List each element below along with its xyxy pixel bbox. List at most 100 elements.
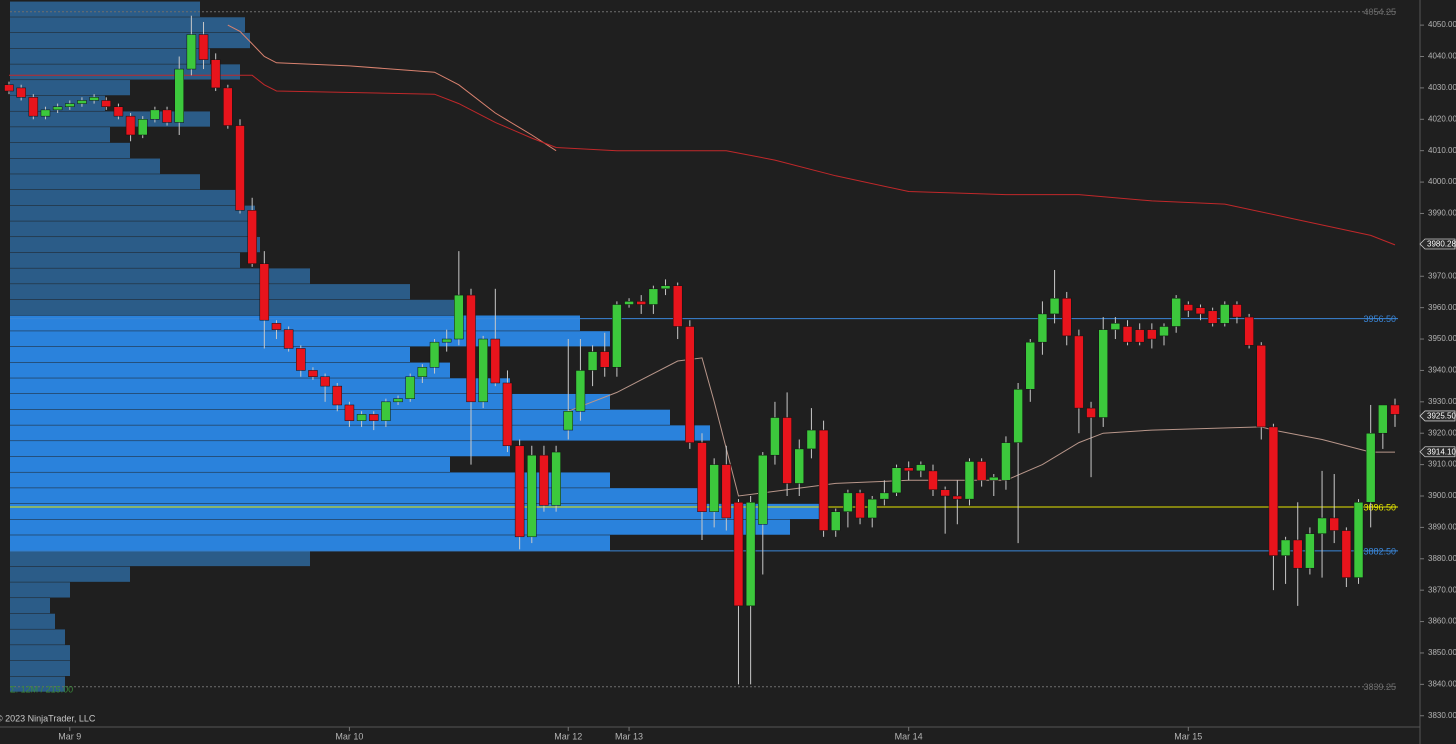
candle-body (1365, 432, 1376, 503)
profile-bar (10, 174, 200, 190)
candle-body (381, 401, 391, 421)
profile-bar (10, 550, 310, 567)
profile-bar (10, 629, 65, 645)
candle-body (417, 367, 428, 377)
profile-bar (10, 299, 460, 315)
profile-bar (10, 472, 610, 488)
price-tag (1419, 446, 1456, 458)
candle-body (867, 498, 877, 519)
candle-body (1061, 297, 1072, 337)
profile-bar (10, 441, 510, 457)
candle-body (770, 417, 780, 456)
candle-body (599, 351, 610, 368)
candle-body (344, 404, 355, 421)
profile-bar (10, 221, 250, 237)
price-tag-label: 3925.50 (1427, 412, 1456, 421)
axes: 3830.00 3840.00 3850.00 3860.00 3870.00 3880.… (58, 20, 1456, 741)
candle-body (624, 301, 634, 305)
indicator-line (227, 24, 557, 152)
level-label: 3882.50 (1363, 546, 1396, 556)
profile-bar (10, 378, 510, 394)
candle-body (587, 351, 598, 371)
candle-body (1220, 304, 1230, 324)
profile-bar (10, 598, 50, 614)
candle-body (1195, 307, 1206, 315)
profile-bar (10, 252, 240, 268)
candle-body (1232, 304, 1242, 318)
candle-body (210, 59, 221, 89)
x-tick-label: Mar 10 (335, 731, 363, 741)
candle-body (4, 84, 14, 92)
candle-body (1074, 335, 1084, 409)
profile-bar (10, 205, 255, 221)
profile-bar (10, 158, 160, 174)
candle-body (1207, 310, 1218, 324)
y-tick-label: 3940.00 (1428, 366, 1456, 375)
candle-body (1256, 345, 1267, 428)
level-label: 3956.50 (1363, 314, 1396, 324)
y-tick-label: 4000.00 (1428, 177, 1456, 186)
y-tick-label: 3910.00 (1428, 460, 1456, 469)
candle-body (685, 326, 695, 443)
candle-body (903, 467, 914, 472)
candle-body (1341, 530, 1352, 578)
profile-bar (10, 503, 820, 520)
profile-bar (10, 111, 210, 127)
candle-body (1134, 329, 1145, 343)
candle-body (721, 464, 732, 519)
y-tick-label: 3950.00 (1428, 334, 1456, 343)
x-tick-label: Mar 15 (1174, 731, 1202, 741)
profile-summary: Σ: 12M / 215.00 (10, 684, 73, 694)
candle-body (77, 100, 87, 104)
price-tag-label: 3980.28 (1427, 240, 1456, 249)
y-tick-label: 4010.00 (1428, 146, 1456, 155)
y-tick-label: 3860.00 (1428, 617, 1456, 626)
candle-body (1147, 329, 1157, 340)
candle-body (198, 34, 209, 60)
candle-body (283, 329, 294, 349)
volume-profile (10, 1, 820, 692)
candle-body (636, 301, 646, 305)
candle-body (539, 454, 549, 506)
candle-body (28, 97, 39, 117)
profile-bar (10, 645, 70, 661)
candle-body (563, 410, 574, 431)
candle-body (660, 285, 671, 290)
profile-bar (10, 127, 110, 143)
candle-body (612, 304, 622, 368)
profile-bar (10, 315, 580, 331)
candle-body (1171, 297, 1181, 327)
candle-body (709, 464, 719, 512)
candle-body (174, 68, 184, 123)
candle-body (806, 429, 817, 450)
candle-body (976, 461, 987, 481)
profile-bar (10, 519, 790, 535)
candle-body (758, 454, 768, 525)
candle-body (65, 103, 75, 107)
profile-bar (10, 676, 65, 692)
y-tick-label: 4040.00 (1428, 52, 1456, 61)
candle-body (928, 470, 938, 490)
profile-bar (10, 456, 450, 472)
candle-body (52, 106, 63, 111)
candle-body (1329, 517, 1339, 531)
profile-bar (10, 613, 55, 629)
profile-bar (10, 425, 710, 441)
copyright: © 2023 NinjaTrader, LLC (0, 713, 96, 723)
candle-body (952, 495, 963, 500)
profile-bar (10, 393, 610, 410)
candle-body (1390, 404, 1400, 415)
candle-body (940, 489, 950, 497)
candle-body (1098, 329, 1108, 418)
candle-body (40, 109, 51, 117)
candle-body (879, 492, 890, 500)
candle-body (320, 376, 330, 387)
candle-body (575, 370, 586, 412)
candle-body (1001, 442, 1011, 481)
candle-body (332, 385, 343, 406)
candle-body (1292, 539, 1303, 569)
profile-bar (10, 346, 410, 363)
y-tick-label: 3970.00 (1428, 271, 1456, 280)
candle-body (405, 376, 415, 399)
